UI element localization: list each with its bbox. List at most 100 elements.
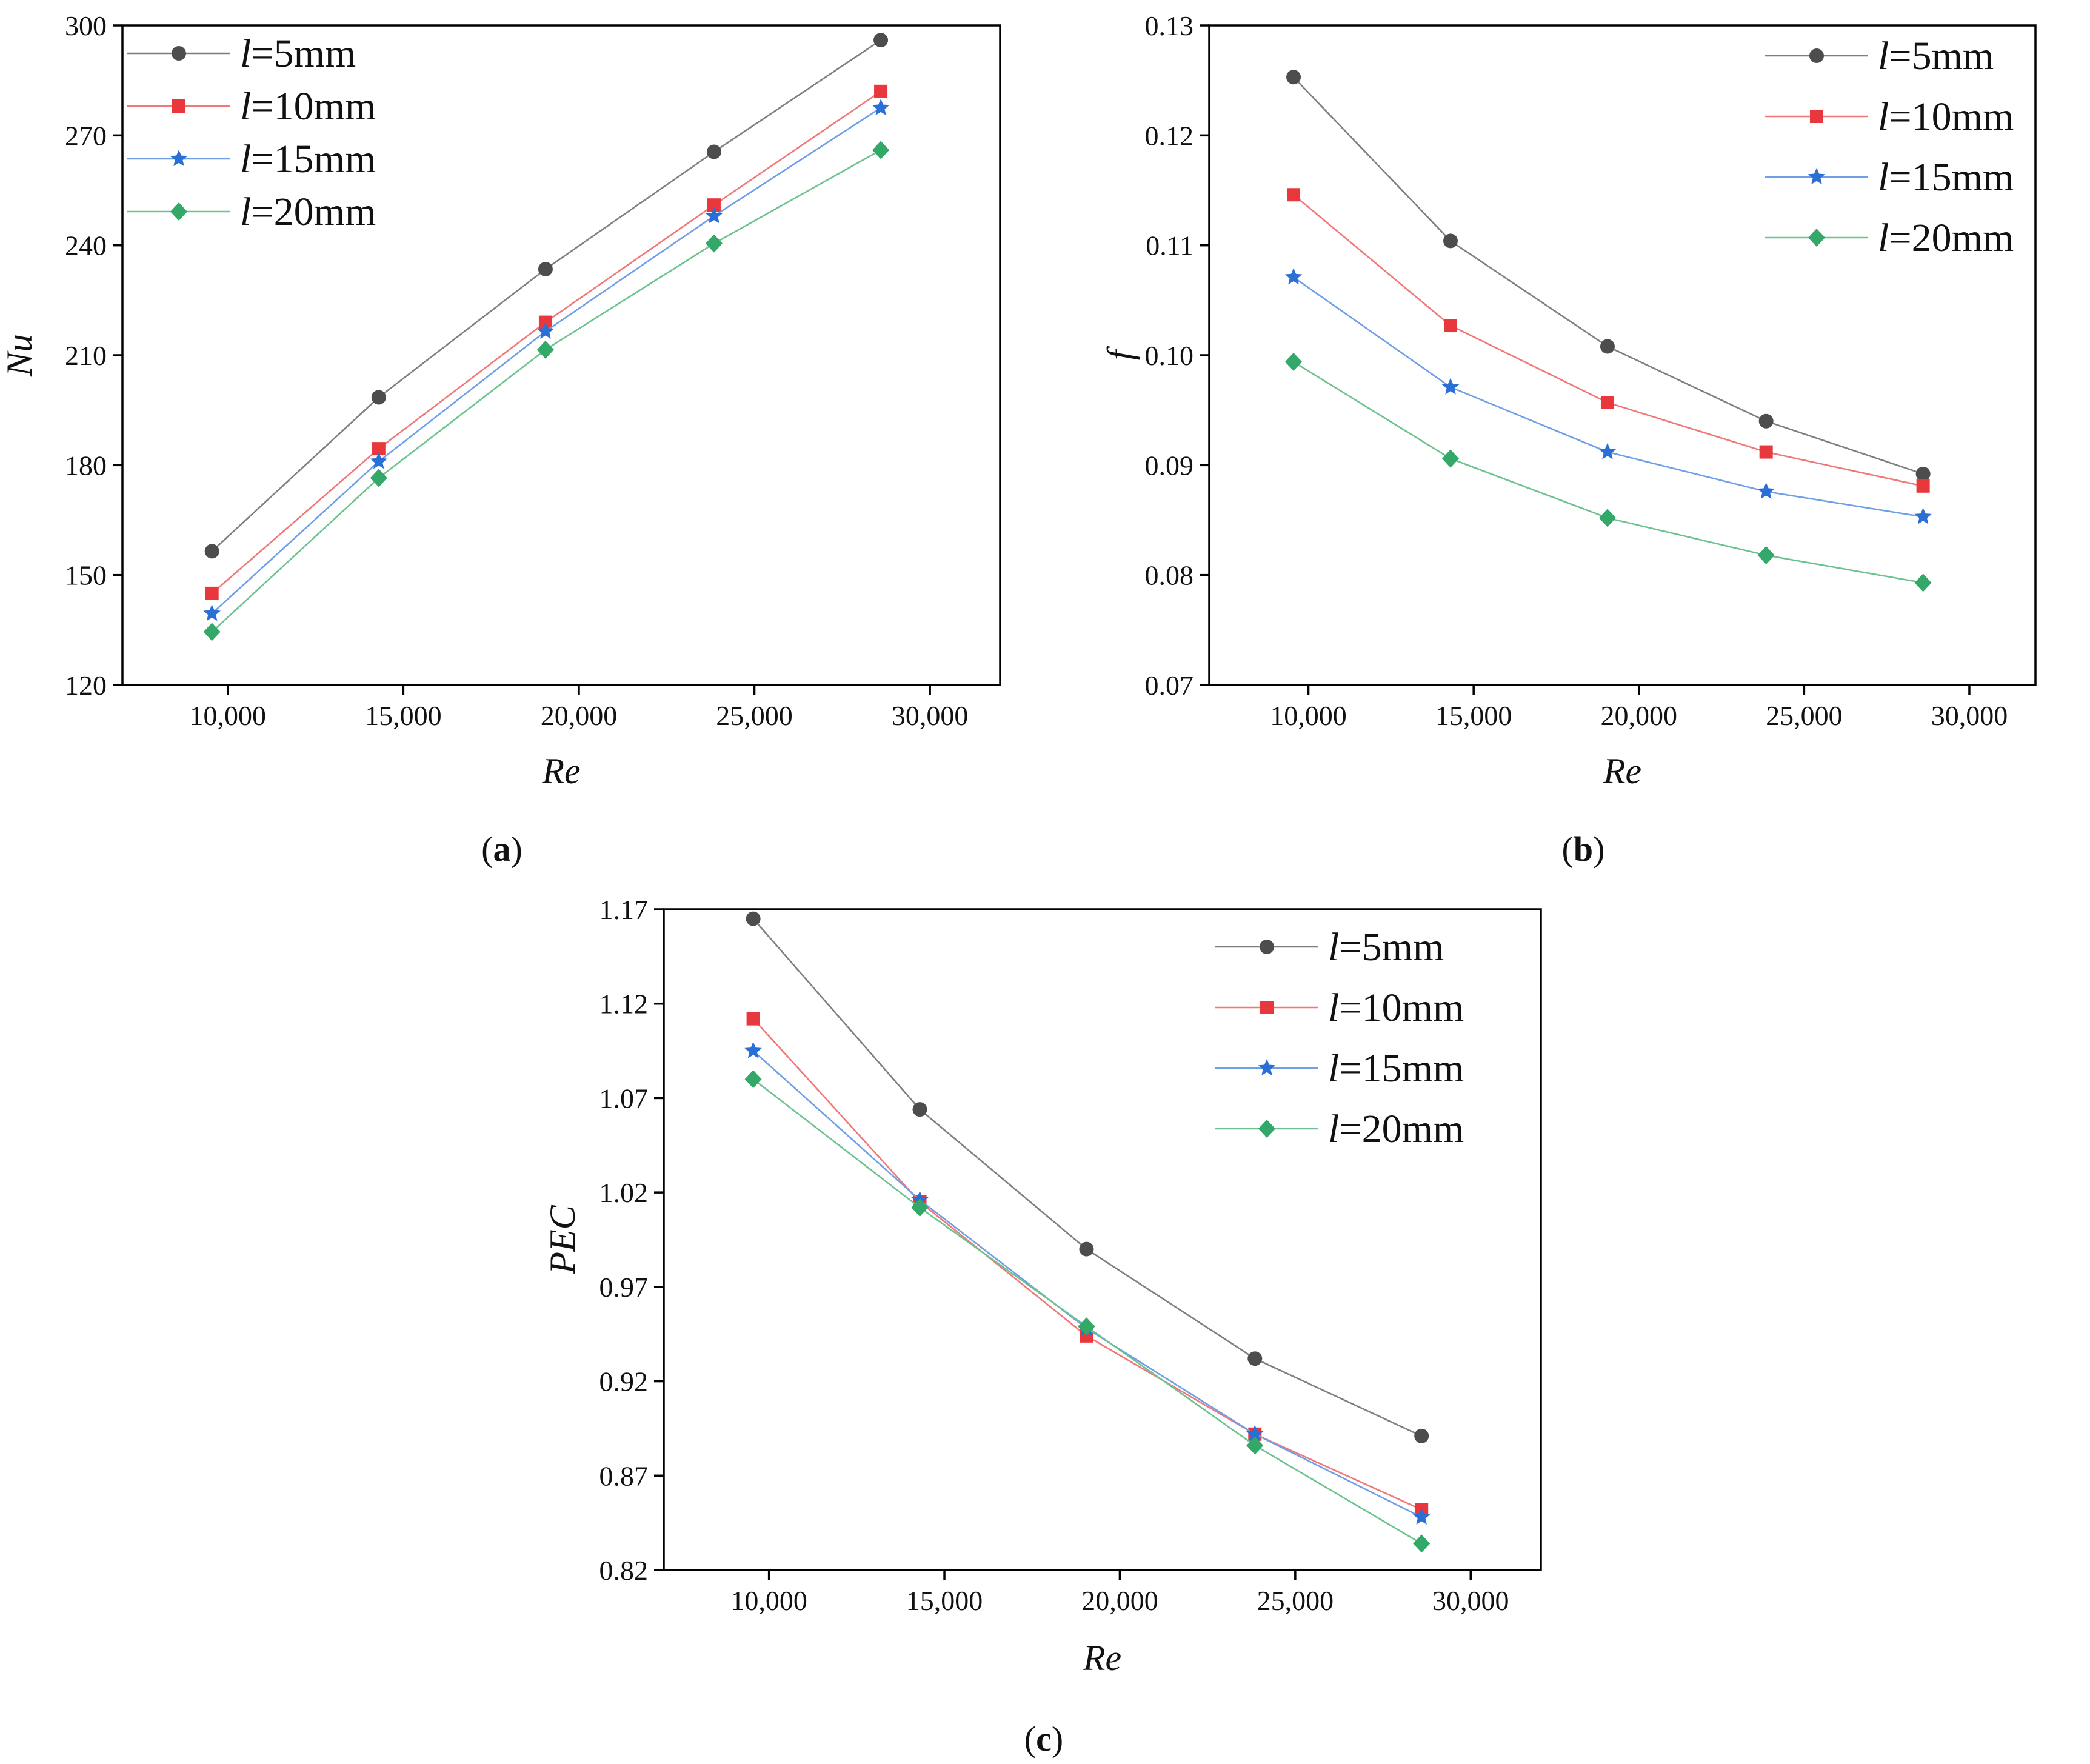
legend-label-value: =5mm [251, 32, 356, 76]
data-point [1443, 319, 1457, 333]
y-axis-title: f [1100, 346, 1140, 360]
data-point [707, 198, 721, 212]
data-point [1286, 70, 1301, 85]
series-l5 [204, 33, 889, 559]
y-tick-label: 0.92 [599, 1366, 649, 1397]
y-tick-label: 1.02 [599, 1177, 649, 1208]
legend-label: l=15mm [1328, 1046, 1464, 1091]
legend-label-var: l [240, 84, 251, 129]
legend-label-value: =15mm [251, 137, 376, 181]
data-point [1758, 413, 1774, 429]
data-point [205, 586, 219, 600]
y-tick-label: 0.10 [1145, 340, 1194, 371]
data-point [744, 1041, 762, 1058]
legend-label-var: l [1328, 1107, 1339, 1151]
data-point [536, 322, 555, 339]
data-point [705, 234, 723, 253]
data-point [1441, 378, 1460, 395]
legend-marker [1258, 1120, 1275, 1138]
panel-a: 10,000 15,000 20,000 25,000 30,000 120 150 180 2… [0, 10, 1001, 869]
panel-b: 10,000 15,000 20,000 25,000 30,000 0.07 0.08 0.… [1100, 10, 2037, 869]
series-l15 [1284, 268, 1932, 524]
legend-label-value: =5mm [1339, 925, 1444, 969]
x-axis-title: Re [1603, 751, 1641, 791]
legend-label: l=15mm [240, 137, 376, 181]
data-point [538, 261, 553, 276]
data-point [203, 623, 221, 641]
data-point [1914, 573, 1932, 592]
data-point [744, 1070, 762, 1089]
x-tick-label: 20,000 [1081, 1585, 1158, 1616]
data-point [538, 315, 552, 329]
y-tick-label: 270 [65, 120, 107, 151]
data-point [203, 604, 221, 621]
legend-label-value: =15mm [1889, 155, 2014, 199]
legend-marker [172, 46, 186, 61]
series-line [211, 107, 881, 615]
panel-label: (a) [481, 829, 522, 869]
data-point [1413, 1534, 1431, 1553]
data-point [1598, 509, 1616, 527]
series-l20 [203, 141, 890, 641]
data-point [1759, 445, 1773, 459]
panel-c: 10,000 15,000 20,000 25,000 30,000 0.82 0.87 0.… [543, 894, 1542, 1759]
x-tick-label: 10,000 [730, 1585, 807, 1616]
legend-marker [170, 150, 188, 167]
panel-label: (b) [1562, 829, 1605, 869]
x-tick-label: 15,000 [365, 700, 442, 731]
y-tick-label: 120 [65, 670, 107, 701]
data-point [1079, 1241, 1094, 1257]
data-point [1757, 482, 1775, 499]
legend-label-var: l [1878, 34, 1889, 78]
y-tick-label: 0.07 [1145, 670, 1194, 701]
legend-label-var: l [1878, 155, 1889, 199]
x-tick-label: 20,000 [1601, 700, 1678, 731]
data-point [1598, 443, 1617, 459]
data-point [1285, 352, 1303, 371]
legend-label-value: =20mm [1889, 216, 2014, 260]
legend-label-value: =5mm [1889, 34, 1994, 78]
data-point [1078, 1317, 1095, 1336]
data-point [1414, 1428, 1429, 1443]
data-point [1246, 1436, 1264, 1455]
legend-marker [170, 202, 187, 221]
x-tick-label: 30,000 [892, 700, 969, 731]
data-point [1914, 507, 1932, 524]
legend-marker [172, 99, 185, 113]
series-l15 [744, 1041, 1431, 1525]
data-point [1757, 546, 1775, 565]
data-point [370, 452, 388, 469]
y-tick-label: 1.07 [599, 1083, 649, 1114]
y-tick-label: 240 [65, 230, 107, 261]
panel-label: (c) [1024, 1719, 1063, 1759]
y-tick-label: 0.97 [599, 1272, 649, 1303]
legend-label-var: l [1328, 1046, 1339, 1091]
data-point [874, 84, 888, 98]
data-point [1441, 449, 1459, 468]
legend-marker [1809, 48, 1824, 63]
y-tick-label: 0.13 [1145, 10, 1194, 41]
legend-label-var: l [240, 190, 251, 234]
legend-label-value: =15mm [1339, 1046, 1464, 1091]
series-l10 [1287, 188, 1930, 493]
legend-label-var: l [240, 137, 251, 181]
x-tick-label: 10,000 [1270, 700, 1347, 731]
data-point [746, 911, 761, 926]
legend-label-var: l [1328, 925, 1339, 969]
data-point [371, 390, 386, 405]
legend-label-var: l [1328, 986, 1339, 1030]
y-tick-label: 210 [65, 340, 107, 371]
series-line [752, 1078, 1422, 1545]
x-tick-label: 10,000 [190, 700, 267, 731]
data-point [1247, 1351, 1263, 1366]
legend-label: l=5mm [1328, 925, 1444, 969]
x-tick-label: 15,000 [1435, 700, 1512, 731]
x-tick-label: 20,000 [541, 700, 618, 731]
series-l10 [746, 1012, 1429, 1517]
y-tick-label: 0.82 [599, 1555, 649, 1586]
series-l10 [205, 84, 888, 600]
y-tick-label: 0.87 [599, 1460, 649, 1491]
x-tick-label: 25,000 [1766, 700, 1843, 731]
y-tick-label: 300 [65, 10, 107, 41]
data-point [1412, 1508, 1431, 1525]
